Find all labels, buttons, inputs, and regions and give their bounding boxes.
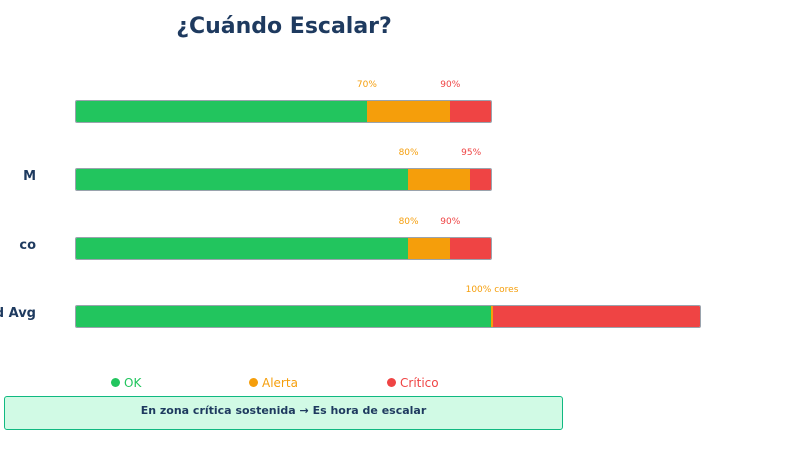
- ok-segment: [76, 101, 367, 122]
- threshold-label: 90%: [440, 217, 461, 227]
- critical-segment: [449, 101, 491, 122]
- legend-label: Alerta: [262, 376, 298, 390]
- scale-note: En zona crítica sostenida → Es hora de e…: [4, 396, 563, 430]
- row-label: co: [19, 238, 36, 253]
- threshold-label: 80%: [398, 217, 419, 227]
- threshold-label: 90%: [440, 80, 461, 90]
- legend-item-ok: OK: [111, 376, 141, 390]
- page-title: ¿Cuándo Escalar?: [176, 14, 392, 39]
- threshold-bar: [75, 305, 701, 328]
- alert-segment: [408, 238, 450, 259]
- threshold-label: 95%: [461, 148, 482, 158]
- legend-label: Crítico: [400, 376, 439, 390]
- critical-segment: [449, 238, 491, 259]
- row-label: M: [23, 169, 36, 184]
- ok-segment: [76, 238, 408, 259]
- critical-segment: [470, 169, 491, 190]
- threshold-label: 70%: [356, 80, 377, 90]
- threshold-label: 80%: [398, 148, 419, 158]
- alert-segment: [490, 306, 493, 327]
- legend-dot-icon: [111, 378, 120, 387]
- legend-dot-icon: [249, 378, 258, 387]
- alert-segment: [408, 169, 471, 190]
- alert-segment: [366, 101, 450, 122]
- row-label: d Avg: [0, 306, 36, 321]
- threshold-bar: [75, 168, 492, 191]
- ok-segment: [76, 306, 491, 327]
- legend-item-alert: Alerta: [249, 376, 298, 390]
- legend-dot-icon: [387, 378, 396, 387]
- threshold-bar: [75, 237, 492, 260]
- ok-segment: [76, 169, 408, 190]
- critical-segment: [492, 306, 700, 327]
- threshold-label: 100% cores: [465, 285, 519, 295]
- legend-item-critical: Crítico: [387, 376, 439, 390]
- legend-label: OK: [124, 376, 142, 390]
- threshold-bar: [75, 100, 492, 123]
